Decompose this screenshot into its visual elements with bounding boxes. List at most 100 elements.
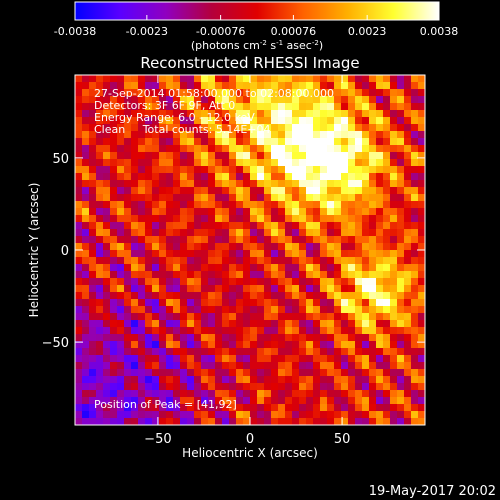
heatmap-pixel	[397, 166, 405, 174]
heatmap-pixel	[124, 341, 132, 349]
heatmap-pixel	[271, 369, 279, 377]
heatmap-pixel	[187, 138, 195, 146]
heatmap-pixel	[341, 236, 349, 244]
heatmap-pixel	[383, 285, 391, 293]
heatmap-pixel	[271, 96, 279, 104]
heatmap-pixel	[362, 215, 370, 223]
heatmap-pixel	[250, 229, 258, 237]
heatmap-pixel	[117, 229, 125, 237]
heatmap-pixel	[89, 229, 97, 237]
heatmap-pixel	[75, 180, 83, 188]
heatmap-pixel	[110, 215, 118, 223]
heatmap-pixel	[222, 166, 230, 174]
heatmap-pixel	[145, 131, 153, 139]
heatmap-pixel	[103, 117, 111, 125]
heatmap-pixel	[355, 348, 363, 356]
heatmap-pixel	[271, 243, 279, 251]
heatmap-pixel	[201, 278, 209, 286]
heatmap-pixel	[348, 292, 356, 300]
heatmap-pixel	[152, 152, 160, 160]
heatmap-pixel	[89, 306, 97, 314]
heatmap-pixel	[313, 215, 321, 223]
heatmap-pixel	[362, 208, 370, 216]
heatmap-pixel	[82, 75, 90, 83]
heatmap-pixel	[341, 369, 349, 377]
heatmap-pixel	[131, 383, 139, 391]
heatmap-pixel	[215, 89, 223, 97]
heatmap-pixel	[278, 236, 286, 244]
heatmap-pixel	[187, 229, 195, 237]
heatmap-pixel	[96, 383, 104, 391]
heatmap-pixel	[292, 397, 300, 405]
heatmap-pixel	[96, 327, 104, 335]
heatmap-pixel	[313, 404, 321, 412]
heatmap-pixel	[257, 166, 265, 174]
heatmap-pixel	[369, 180, 377, 188]
heatmap-pixel	[208, 404, 216, 412]
heatmap-pixel	[131, 96, 139, 104]
heatmap-pixel	[341, 390, 349, 398]
heatmap-pixel	[257, 131, 265, 139]
heatmap-pixel	[271, 222, 279, 230]
heatmap-pixel	[404, 327, 412, 335]
heatmap-pixel	[306, 411, 314, 419]
heatmap-pixel	[334, 222, 342, 230]
heatmap-pixel	[327, 159, 335, 167]
heatmap-pixel	[362, 355, 370, 363]
heatmap-pixel	[362, 138, 370, 146]
heatmap-pixel	[355, 411, 363, 419]
heatmap-pixel	[75, 271, 83, 279]
heatmap-pixel	[159, 236, 167, 244]
heatmap-pixel	[82, 320, 90, 328]
heatmap-pixel	[418, 320, 425, 328]
heatmap-pixel	[89, 334, 97, 342]
heatmap-pixel	[390, 341, 398, 349]
heatmap-pixel	[131, 75, 139, 83]
heatmap-pixel	[306, 138, 314, 146]
heatmap-pixel	[236, 187, 244, 195]
heatmap-pixel	[348, 194, 356, 202]
heatmap-pixel	[208, 131, 216, 139]
heatmap-pixel	[194, 75, 202, 83]
heatmap-pixel	[229, 236, 237, 244]
heatmap-pixel	[222, 418, 230, 425]
heatmap-pixel	[390, 173, 398, 181]
heatmap-pixel	[313, 180, 321, 188]
heatmap-pixel	[103, 292, 111, 300]
heatmap-pixel	[411, 285, 419, 293]
heatmap-pixel	[145, 117, 153, 125]
heatmap-pixel	[103, 320, 111, 328]
heatmap-pixel	[75, 257, 83, 265]
heatmap-pixel	[320, 369, 328, 377]
heatmap-pixel	[89, 313, 97, 321]
heatmap-pixel	[187, 404, 195, 412]
heatmap-pixel	[75, 397, 83, 405]
heatmap-pixel	[124, 152, 132, 160]
heatmap-pixel	[110, 124, 118, 132]
heatmap-pixel	[236, 222, 244, 230]
heatmap-pixel	[264, 89, 272, 97]
heatmap-pixel	[110, 334, 118, 342]
heatmap-pixel	[236, 383, 244, 391]
heatmap-pixel	[82, 390, 90, 398]
heatmap-pixel	[306, 355, 314, 363]
heatmap-pixel	[264, 110, 272, 118]
heatmap-pixel	[117, 145, 125, 153]
heatmap-pixel	[411, 138, 419, 146]
heatmap-pixel	[313, 159, 321, 167]
heatmap-pixel	[89, 285, 97, 293]
heatmap-pixel	[138, 131, 146, 139]
heatmap-pixel	[278, 299, 286, 307]
heatmap-pixel	[187, 320, 195, 328]
heatmap-pixel	[271, 152, 279, 160]
heatmap-pixel	[152, 236, 160, 244]
heatmap-pixel	[271, 145, 279, 153]
heatmap-pixel	[89, 369, 97, 377]
heatmap-pixel	[348, 306, 356, 314]
heatmap-pixel	[145, 159, 153, 167]
heatmap-pixel	[96, 201, 104, 209]
heatmap-pixel	[341, 117, 349, 125]
heatmap-pixel	[243, 201, 251, 209]
heatmap-pixel	[250, 110, 258, 118]
